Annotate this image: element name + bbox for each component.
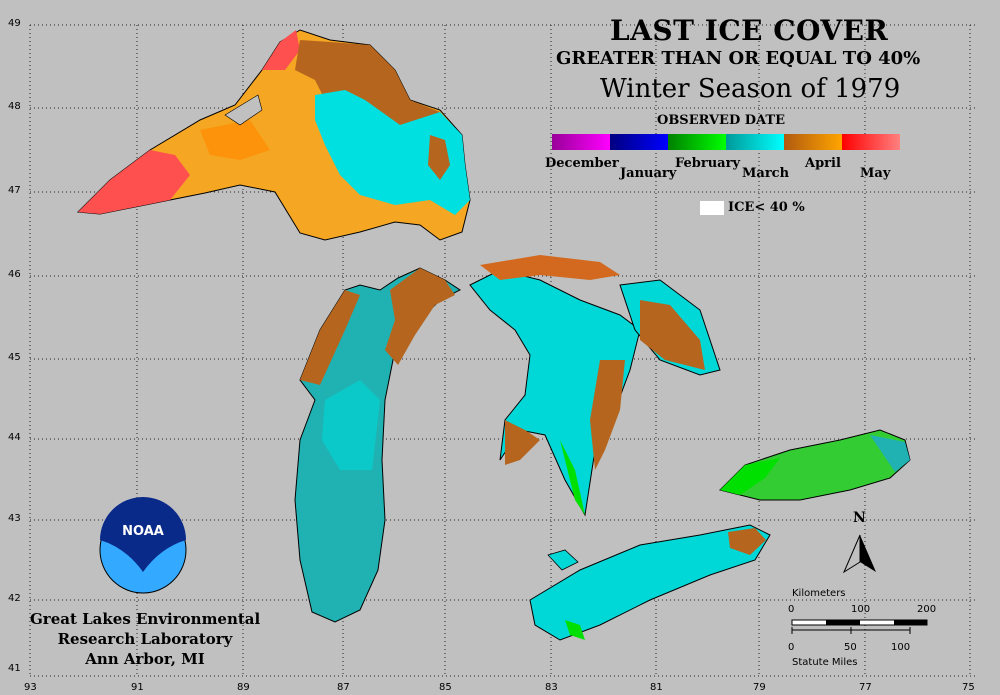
lat-tick-45: 45 <box>8 352 21 363</box>
scale-mi-0: 0 <box>788 642 795 653</box>
legend-month-march: March <box>742 166 790 181</box>
scale-km-100: 100 <box>851 604 871 615</box>
lat-tick-44: 44 <box>8 432 21 443</box>
lat-tick-47: 47 <box>8 185 21 196</box>
lat-tick-43: 43 <box>8 513 21 524</box>
legend-color-bar <box>552 134 900 150</box>
noaa-logo-text: NOAA <box>122 524 164 539</box>
no-ice-label: ICE< 40 % <box>728 200 805 215</box>
scale-km-200: 200 <box>917 604 937 615</box>
lon-tick-81: 81 <box>650 682 663 693</box>
lat-tick-41: 41 <box>8 663 21 674</box>
scale-km-label: Kilometers <box>792 588 846 599</box>
scale-mi-50: 50 <box>844 642 857 653</box>
lon-tick-89: 89 <box>237 682 250 693</box>
map-season: Winter Season of 1979 <box>600 74 901 104</box>
lon-tick-77: 77 <box>859 682 872 693</box>
lat-tick-42: 42 <box>8 593 21 604</box>
lon-tick-83: 83 <box>545 682 558 693</box>
lat-tick-46: 46 <box>8 269 21 280</box>
scale-km-0: 0 <box>788 604 795 615</box>
legend-month-january: January <box>620 166 677 181</box>
lat-tick-49: 49 <box>8 18 21 29</box>
lon-tick-79: 79 <box>753 682 766 693</box>
lab-line-1: Great Lakes Environmental <box>30 610 261 628</box>
legend-swatch-december <box>552 134 610 150</box>
lake-superior <box>76 29 471 241</box>
lake-ontario <box>719 429 911 501</box>
lon-tick-75: 75 <box>962 682 975 693</box>
lat-tick-48: 48 <box>8 101 21 112</box>
north-label: N <box>853 510 866 526</box>
lon-tick-85: 85 <box>439 682 452 693</box>
legend-swatch-january <box>610 134 668 150</box>
noaa-logo: NOAA <box>99 497 187 594</box>
lake-michigan <box>294 267 461 623</box>
scale-mi-label: Statute Miles <box>792 657 858 668</box>
legend-month-february: February <box>675 156 741 171</box>
legend-swatch-april <box>784 134 842 150</box>
lab-line-2: Research Laboratory <box>57 630 233 648</box>
legend-swatch-march <box>726 134 784 150</box>
no-ice-swatch <box>700 201 724 215</box>
legend-swatch-february <box>668 134 726 150</box>
lake-erie <box>529 524 771 641</box>
north-arrow-icon <box>842 534 876 574</box>
lake-huron <box>469 255 721 517</box>
scale-mi-100: 100 <box>891 642 911 653</box>
legend-month-december: December <box>545 156 619 171</box>
lon-tick-93: 93 <box>24 682 37 693</box>
lon-tick-87: 87 <box>337 682 350 693</box>
lon-tick-91: 91 <box>131 682 144 693</box>
legend-month-april: April <box>805 156 841 171</box>
scale-bar <box>791 619 928 634</box>
legend-month-may: May <box>860 166 891 181</box>
map-title: LAST ICE COVER <box>610 14 889 47</box>
lab-line-3: Ann Arbor, MI <box>85 650 205 668</box>
legend-heading: OBSERVED DATE <box>657 113 785 128</box>
legend-swatch-may <box>842 134 900 150</box>
map-subtitle: GREATER THAN OR EQUAL TO 40% <box>556 48 921 69</box>
